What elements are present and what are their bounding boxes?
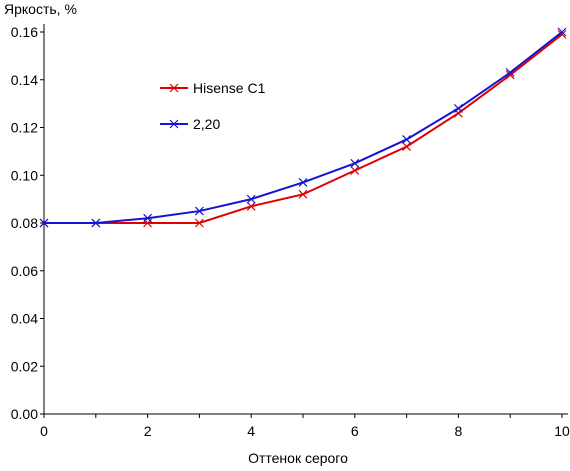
data-point-marker <box>194 218 204 228</box>
data-point-marker <box>246 201 256 211</box>
data-point-marker <box>557 29 567 39</box>
data-point-marker <box>194 206 204 216</box>
series-0 <box>39 29 567 228</box>
data-point-marker <box>143 213 153 223</box>
x-tick-label: 0 <box>40 423 48 439</box>
data-point-marker <box>505 68 515 78</box>
axes <box>40 24 568 418</box>
y-tick-label: 0.10 <box>11 167 38 183</box>
data-point-marker <box>298 189 308 199</box>
x-axis-label: Оттенок серого <box>248 450 348 466</box>
legend-label: 2,20 <box>193 116 220 132</box>
legend-item: 2,20 <box>160 116 220 132</box>
series-group <box>39 27 567 228</box>
data-point-marker <box>402 142 412 152</box>
y-tick-label: 0.14 <box>11 72 38 88</box>
data-point-marker <box>246 194 256 204</box>
data-point-marker <box>402 135 412 144</box>
y-tick-label: 0.16 <box>11 24 38 40</box>
y-tick-label: 0.08 <box>11 215 38 231</box>
x-tick-label: 8 <box>455 423 463 439</box>
y-tick-label: 0.12 <box>11 120 38 136</box>
x-tick-label: 6 <box>351 423 359 439</box>
y-tick-label: 0.04 <box>11 311 38 327</box>
data-point-marker <box>557 27 567 37</box>
y-tick-label: 0.02 <box>11 358 38 374</box>
legend: Hisense C1 2,20 <box>160 80 266 132</box>
y-tick-label: 0.06 <box>11 263 38 279</box>
legend-marker <box>169 83 179 93</box>
series-1 <box>39 27 567 228</box>
tick-labels: 0.00 0.02 0.04 0.06 0.08 0.10 0.12 0.14 0.16 0 2 4 6… <box>11 24 570 439</box>
legend-label: Hisense C1 <box>193 80 266 96</box>
data-point-marker <box>350 166 360 175</box>
y-axis-label: Яркость, % <box>4 1 77 17</box>
x-tick-label: 4 <box>247 423 255 439</box>
x-tick-label: 2 <box>144 423 152 439</box>
data-point-marker <box>350 158 360 168</box>
x-tick-label: 10 <box>554 423 570 439</box>
legend-marker <box>169 119 179 129</box>
legend-item: Hisense C1 <box>160 80 266 96</box>
y-tick-label: 0.00 <box>11 406 38 422</box>
data-point-marker <box>298 177 308 187</box>
data-point-marker <box>39 218 49 228</box>
data-point-marker <box>505 70 515 80</box>
data-point-marker <box>453 103 463 113</box>
data-point-marker <box>91 218 101 228</box>
